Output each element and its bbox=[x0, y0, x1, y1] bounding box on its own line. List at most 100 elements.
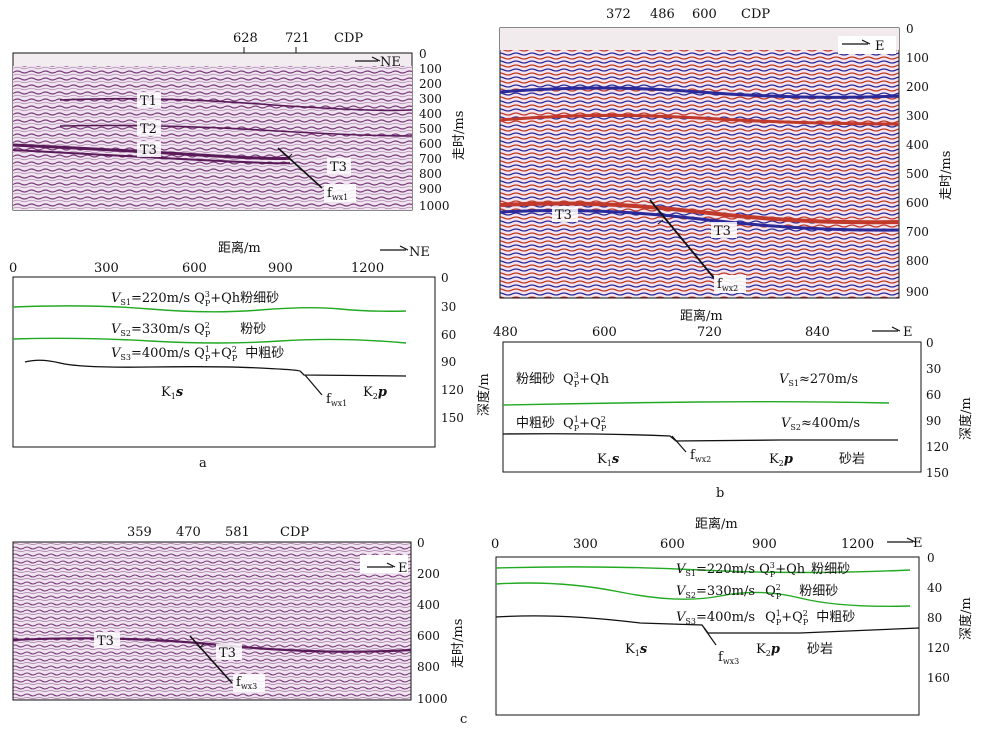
svg-text:700: 700 bbox=[906, 225, 929, 239]
cdp-label: CDP bbox=[741, 7, 770, 22]
svg-text:160: 160 bbox=[927, 671, 950, 685]
depth-axis-label-b-left: 深度/m bbox=[476, 373, 492, 416]
fault-line-b bbox=[649, 199, 715, 279]
time-axis-label: 走时/ms bbox=[452, 111, 467, 160]
svg-text:300: 300 bbox=[94, 261, 119, 276]
svg-text:1000: 1000 bbox=[417, 692, 448, 706]
svg-text:900: 900 bbox=[906, 285, 929, 299]
svg-text:800: 800 bbox=[419, 167, 442, 181]
svg-text:0: 0 bbox=[441, 271, 449, 285]
svg-text:359: 359 bbox=[127, 525, 152, 540]
svg-text:0: 0 bbox=[926, 336, 934, 350]
svg-text:T3: T3 bbox=[97, 634, 114, 649]
panel-letter-c: c bbox=[460, 712, 467, 727]
fault-line-a2 bbox=[304, 374, 323, 396]
panel-c-seismic: 359 470 581 CDP T3 T3 fwx3 E 0 200 400 6… bbox=[12, 525, 467, 727]
panel-a-section: 距离/m NE 0 300 600 900 1200 VS1=220m/s Q3 P… bbox=[9, 240, 464, 471]
svg-text:480: 480 bbox=[493, 325, 518, 340]
svg-text:距离/m: 距离/m bbox=[680, 308, 723, 324]
svg-text:E: E bbox=[913, 536, 923, 551]
layer-s2-label: VS2=330m/s Q2 P 粉砂 bbox=[111, 321, 266, 339]
svg-text:深度/m: 深度/m bbox=[958, 597, 974, 640]
seismic-image-c bbox=[12, 541, 412, 701]
svg-text:486: 486 bbox=[650, 7, 675, 22]
section-title: 距离/m bbox=[218, 240, 261, 256]
svg-text:600: 600 bbox=[419, 137, 442, 151]
panel-b-seismic: 372 486 600 CDP T3 T3 fwx2 E 0 100 200 3… bbox=[499, 7, 954, 299]
svg-text:K1s: K1s bbox=[625, 642, 648, 658]
svg-text:0: 0 bbox=[491, 537, 499, 552]
horizon-label-t3: T3 bbox=[140, 143, 157, 158]
svg-text:1200: 1200 bbox=[841, 537, 874, 552]
svg-text:40: 40 bbox=[927, 581, 942, 595]
svg-text:60: 60 bbox=[441, 328, 456, 342]
svg-text:E: E bbox=[875, 39, 885, 54]
svg-text:0: 0 bbox=[419, 47, 427, 61]
rock-label-b: 砂岩 bbox=[839, 452, 865, 467]
panel-c-section: 距离/m 0 300 600 900 1200 E VS1=220m/s Q3 P+… bbox=[491, 516, 974, 716]
svg-text:90: 90 bbox=[926, 414, 941, 428]
fault-label-a: fwx1 bbox=[327, 186, 348, 202]
boundary-s2-s3 bbox=[12, 337, 407, 344]
svg-text:0: 0 bbox=[906, 22, 914, 36]
svg-text:800: 800 bbox=[906, 254, 929, 268]
cdp-label: CDP bbox=[334, 31, 363, 46]
section-frame-b bbox=[502, 341, 922, 473]
svg-text:30: 30 bbox=[926, 362, 941, 376]
svg-text:走时/ms: 走时/ms bbox=[451, 619, 466, 668]
svg-text:400: 400 bbox=[419, 107, 442, 121]
svg-text:CDP: CDP bbox=[280, 525, 309, 540]
horizon-t3-reflector bbox=[12, 143, 291, 161]
formation-k1s: K1s bbox=[161, 385, 184, 401]
svg-text:T3: T3 bbox=[555, 208, 572, 223]
svg-text:600: 600 bbox=[417, 629, 440, 643]
layer-b2-velocity: VS2≈400m/s bbox=[781, 416, 860, 432]
svg-text:600: 600 bbox=[906, 196, 929, 210]
direction-label: NE bbox=[380, 55, 401, 70]
svg-text:700: 700 bbox=[419, 152, 442, 166]
formation-k2p: K2p bbox=[363, 385, 387, 401]
svg-text:900: 900 bbox=[268, 261, 293, 276]
svg-text:0: 0 bbox=[9, 261, 17, 276]
svg-text:fwx3: fwx3 bbox=[236, 675, 257, 691]
svg-text:距离/m: 距离/m bbox=[695, 516, 738, 532]
svg-text:1000: 1000 bbox=[419, 199, 450, 213]
svg-text:T3: T3 bbox=[219, 646, 236, 661]
svg-text:500: 500 bbox=[419, 122, 442, 136]
svg-text:400: 400 bbox=[906, 138, 929, 152]
layer-s3-label: VS3=400m/s Q1 P+Q2 P 中粗砂 bbox=[111, 345, 284, 363]
svg-text:1200: 1200 bbox=[351, 261, 384, 276]
fault-line-a bbox=[277, 147, 323, 189]
depth-axis-b: 0 30 60 90 120 150 深度/m bbox=[926, 336, 974, 480]
formation-k1s-b: K1s bbox=[597, 452, 620, 468]
svg-text:470: 470 bbox=[176, 525, 201, 540]
svg-text:fwx2: fwx2 bbox=[690, 448, 711, 464]
svg-text:300: 300 bbox=[419, 92, 442, 106]
svg-text:400: 400 bbox=[417, 598, 440, 612]
svg-text:840: 840 bbox=[805, 325, 830, 340]
svg-text:600: 600 bbox=[592, 325, 617, 340]
svg-text:60: 60 bbox=[926, 388, 941, 402]
svg-text:150: 150 bbox=[926, 466, 949, 480]
svg-text:500: 500 bbox=[906, 167, 929, 181]
svg-text:200: 200 bbox=[419, 77, 442, 91]
svg-text:600: 600 bbox=[182, 261, 207, 276]
svg-text:581: 581 bbox=[225, 525, 250, 540]
svg-text:90: 90 bbox=[441, 355, 456, 369]
cdp-tick-721: 721 bbox=[285, 31, 310, 46]
svg-text:120: 120 bbox=[926, 440, 949, 454]
svg-text:200: 200 bbox=[417, 567, 440, 581]
svg-text:300: 300 bbox=[573, 537, 598, 552]
svg-text:80: 80 bbox=[927, 611, 942, 625]
svg-text:600: 600 bbox=[692, 7, 717, 22]
svg-text:30: 30 bbox=[441, 300, 456, 314]
svg-text:T3: T3 bbox=[714, 224, 731, 239]
svg-text:走时/ms: 走时/ms bbox=[939, 151, 954, 200]
svg-text:300: 300 bbox=[906, 109, 929, 123]
panel-b-section: 距离/m 480 600 720 840 E 粉细砂 Q3 P+Qh VS1≈270… bbox=[476, 308, 974, 501]
svg-text:100: 100 bbox=[906, 51, 929, 65]
section-frame-c bbox=[495, 556, 920, 716]
